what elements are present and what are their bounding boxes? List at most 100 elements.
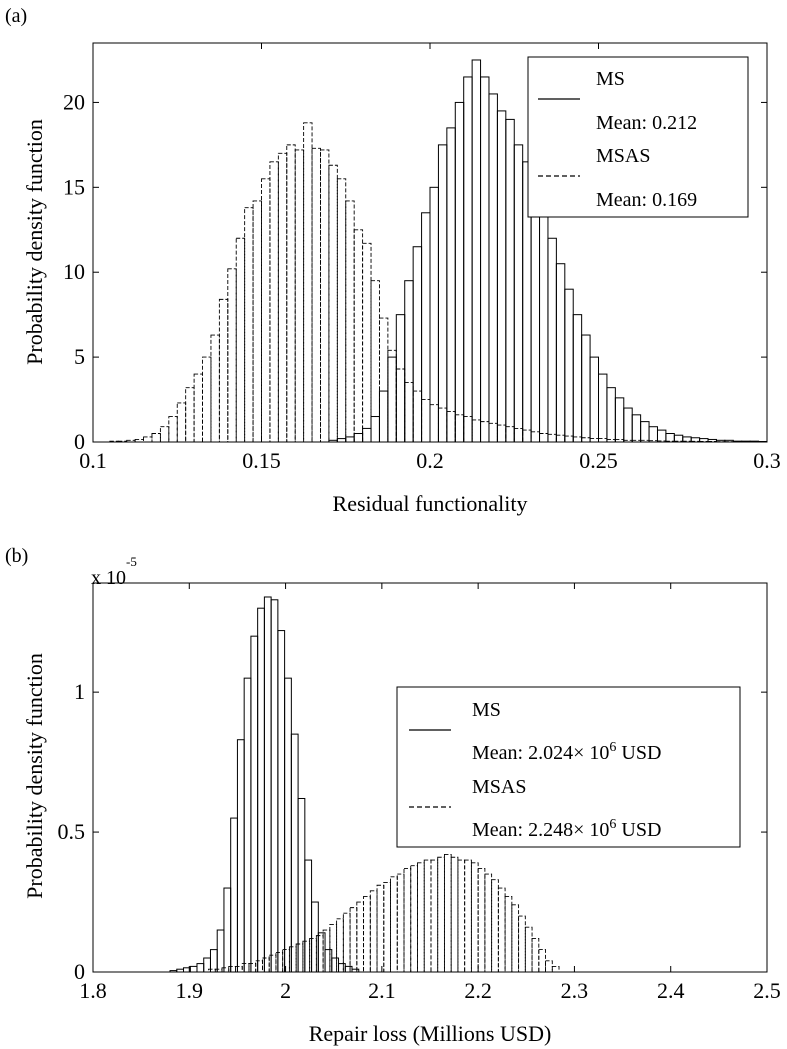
- histogram-bar-ms: [290, 733, 299, 973]
- y-tick-label: 20: [63, 89, 85, 114]
- histogram-bar-msas: [551, 965, 560, 973]
- histogram-bar-msas: [202, 356, 212, 443]
- histogram-bar-msas: [572, 436, 583, 443]
- histogram-bar-ms: [463, 76, 473, 443]
- histogram-bar-msas: [218, 298, 229, 443]
- histogram-bar-msas: [470, 862, 479, 973]
- histogram-bar-msas: [463, 416, 473, 443]
- histogram-bar-ms: [581, 334, 591, 443]
- histogram-bar-msas: [336, 178, 347, 443]
- histogram-bar-msas: [471, 419, 482, 443]
- histogram-bar-msas: [488, 422, 498, 443]
- histogram-bar-msas: [320, 149, 330, 443]
- histogram-bar-msas: [288, 946, 297, 973]
- histogram-bar-msas: [511, 904, 520, 973]
- y-tick-label: 0: [74, 429, 85, 454]
- histogram-bar-ms: [480, 76, 490, 443]
- histogram-bar-ms: [317, 932, 326, 973]
- x-tick-label: 1.9: [176, 978, 204, 1003]
- histogram-bar-msas: [295, 943, 304, 973]
- histogram-bar-ms: [297, 797, 306, 973]
- histogram-bar-msas: [227, 268, 237, 443]
- panel-b-xlabel: Repair loss (Millions USD): [309, 1021, 552, 1046]
- histogram-bar-msas: [235, 965, 243, 973]
- histogram-bar-ms: [648, 426, 658, 443]
- histogram-bar-ms: [589, 356, 600, 443]
- histogram-bar-msas: [403, 868, 412, 973]
- histogram-bar-ms: [454, 101, 465, 443]
- x-tick-label: 0.2: [416, 448, 444, 473]
- histogram-bar-ms: [344, 965, 353, 973]
- histogram-bar-msas: [383, 882, 391, 973]
- histogram-bar-ms: [606, 387, 616, 443]
- histogram-bar-msas: [395, 368, 406, 443]
- histogram-bar-msas: [423, 859, 432, 973]
- histogram-bar-ms: [311, 901, 319, 973]
- histogram-bar-msas: [176, 402, 187, 443]
- histogram-bar-msas: [277, 152, 288, 443]
- legend-msas-mean: Mean: 0.169: [596, 189, 697, 211]
- histogram-bar-ms: [196, 963, 205, 973]
- histogram-bar-msas: [539, 433, 549, 443]
- histogram-bar-msas: [241, 963, 250, 973]
- histogram-bar-msas: [185, 387, 195, 443]
- y-tick-label: 1: [74, 679, 85, 704]
- histogram-bar-msas: [464, 859, 472, 973]
- histogram-bar-msas: [524, 926, 533, 973]
- histogram-bar-msas: [589, 438, 599, 443]
- histogram-bar-msas: [193, 373, 203, 443]
- histogram-bar-msas: [404, 382, 414, 443]
- histogram-bar-msas: [454, 414, 465, 443]
- histogram-bar-msas: [345, 200, 355, 443]
- panel-a-legend-box: [527, 56, 749, 218]
- histogram-bar-ms: [223, 887, 232, 973]
- x-tick-label: 0.15: [242, 448, 281, 473]
- histogram-bar-ms: [564, 288, 574, 443]
- histogram-bar-msas: [353, 229, 364, 443]
- panel-a-histograms: [109, 59, 768, 443]
- histogram-bar-msas: [513, 427, 524, 443]
- histogram-bar-ms: [412, 246, 423, 443]
- histogram-bar-msas: [235, 237, 246, 443]
- panel-b-axes-box: [92, 582, 768, 973]
- legend-ms-label: MS: [596, 68, 625, 90]
- histogram-bar-ms: [623, 407, 633, 443]
- x-tick-label: 2.2: [464, 978, 492, 1003]
- histogram-bar-msas: [387, 349, 397, 443]
- panel-a-legend: MS Mean: 0.212 MSAS Mean: 0.169: [527, 56, 749, 218]
- histogram-bar-msas: [210, 334, 220, 443]
- histogram-bar-ms: [404, 280, 414, 443]
- histogram-bar-msas: [262, 957, 270, 973]
- histogram-bar-ms: [336, 438, 347, 443]
- histogram-bar-msas: [302, 940, 311, 973]
- histogram-bar-ms: [243, 677, 252, 973]
- histogram-bar-msas: [564, 435, 574, 443]
- histogram-bar-ms: [324, 949, 333, 973]
- histogram-bar-msas: [390, 876, 398, 973]
- histogram-bar-ms: [250, 635, 259, 973]
- histogram-bar-msas: [396, 873, 405, 973]
- histogram-bar-ms: [387, 356, 397, 443]
- y-tick-label: 10: [63, 259, 85, 284]
- histogram-bar-msas: [545, 960, 553, 973]
- x-tick-label: 1.8: [79, 978, 107, 1003]
- histogram-bar-ms: [614, 397, 625, 443]
- histogram-bar-msas: [349, 907, 358, 973]
- histogram-bar-ms: [304, 859, 313, 973]
- histogram-bar-msas: [151, 433, 161, 443]
- legend-msas-label: MSAS: [596, 145, 650, 167]
- histogram-bar-msas: [518, 915, 526, 973]
- histogram-bar-msas: [477, 868, 486, 973]
- histogram-bar-ms: [353, 433, 364, 443]
- histogram-bar-msas: [309, 937, 317, 973]
- panel-b: (b) x 10-5 1.8 1.9 2 2.1 2.2 2.3 2.4 2.5 0 0.5 1 R…: [5, 545, 781, 1046]
- histogram-bar-ms: [378, 390, 389, 443]
- histogram-bar-ms: [471, 59, 482, 443]
- histogram-bar-ms: [421, 212, 431, 443]
- histogram-bar-msas: [417, 862, 425, 973]
- histogram-bar-msas: [480, 421, 490, 443]
- x-tick-label: 0.1: [79, 448, 107, 473]
- histogram-bar-msas: [538, 949, 546, 973]
- histogram-bar-msas: [496, 424, 507, 443]
